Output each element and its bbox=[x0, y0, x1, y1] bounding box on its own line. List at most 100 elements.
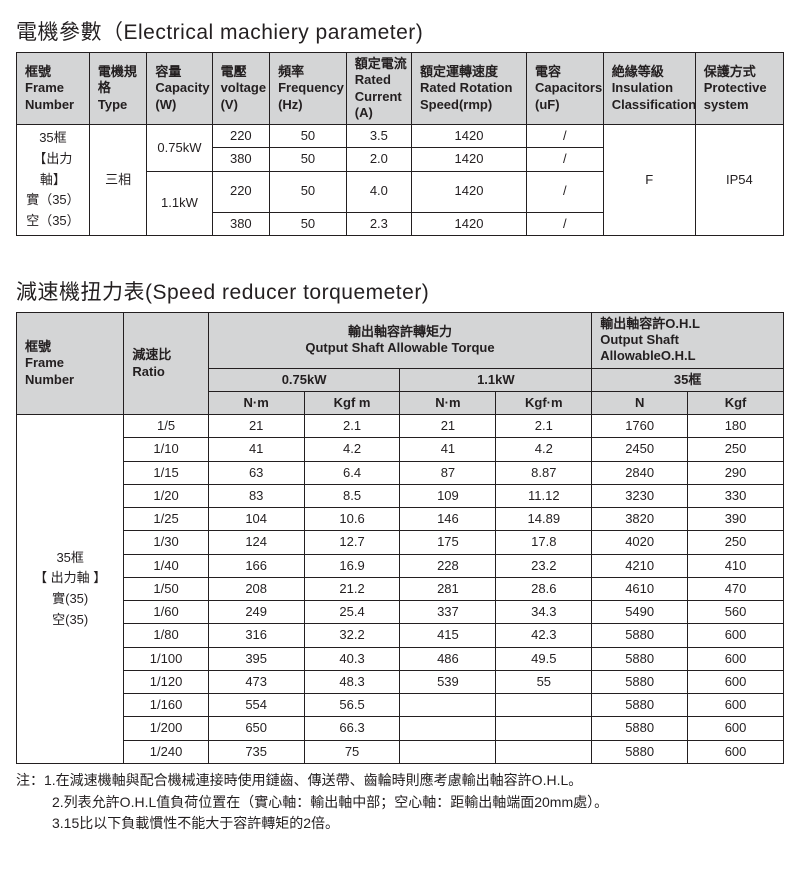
t2-cell: 109 bbox=[400, 484, 496, 507]
t2-cell: 3230 bbox=[592, 484, 688, 507]
t1-c: 3.5 bbox=[346, 125, 411, 148]
t2-h-ohl: 輸出軸容許O.H.LOutput ShaftAllowableO.H.L bbox=[592, 312, 784, 368]
t2-cell: 41 bbox=[208, 438, 304, 461]
t2-cell: 208 bbox=[208, 577, 304, 600]
t1-h-capacity: 容量Capacity(W) bbox=[147, 53, 212, 125]
t2-cell: 83 bbox=[208, 484, 304, 507]
t2-cell: 650 bbox=[208, 717, 304, 740]
t1-c: / bbox=[527, 212, 604, 235]
t1-type: 三相 bbox=[89, 125, 147, 236]
t1-c: 1420 bbox=[411, 125, 526, 148]
t2-cell bbox=[400, 717, 496, 740]
t2-frame: 35框【 出力軸 】實(35)空(35) bbox=[17, 415, 124, 764]
t1-c: 1420 bbox=[411, 171, 526, 212]
t2-cell: 87 bbox=[400, 461, 496, 484]
t1-cap0: 0.75kW bbox=[147, 125, 212, 172]
t2-cell: 1/50 bbox=[124, 577, 208, 600]
t2-cell: 66.3 bbox=[304, 717, 400, 740]
t2-u: Kgf m bbox=[304, 391, 400, 414]
t2-cell: 415 bbox=[400, 624, 496, 647]
t2-cell: 124 bbox=[208, 531, 304, 554]
t2-cell: 410 bbox=[688, 554, 784, 577]
t2-h-35: 35框 bbox=[592, 368, 784, 391]
t2-cell: 1/10 bbox=[124, 438, 208, 461]
t2-cell: 539 bbox=[400, 670, 496, 693]
t2-cell bbox=[400, 694, 496, 717]
t1-c: 1420 bbox=[411, 148, 526, 171]
t2-cell: 40.3 bbox=[304, 647, 400, 670]
t2-cell: 104 bbox=[208, 508, 304, 531]
t2-cell: 42.3 bbox=[496, 624, 592, 647]
notes: 注：1.在減速機軸與配合機械連接時使用鏈齒、傳送帶、齒輪時則應考慮輸出軸容許O.… bbox=[16, 770, 784, 835]
t2-cell: 32.2 bbox=[304, 624, 400, 647]
t2-cell: 337 bbox=[400, 601, 496, 624]
t2-cell: 600 bbox=[688, 694, 784, 717]
t1-c: 2.3 bbox=[346, 212, 411, 235]
t2-cell: 390 bbox=[688, 508, 784, 531]
t2-cell bbox=[400, 740, 496, 763]
t2-cell: 600 bbox=[688, 624, 784, 647]
t2-cell: 1760 bbox=[592, 415, 688, 438]
t2-cell: 1/30 bbox=[124, 531, 208, 554]
t1-c: 380 bbox=[212, 148, 270, 171]
table2-title: 減速機扭力表(Speed reducer torquemeter) bbox=[16, 276, 784, 306]
t1-c: 50 bbox=[270, 125, 347, 148]
t2-cell: 34.3 bbox=[496, 601, 592, 624]
t2-cell: 49.5 bbox=[496, 647, 592, 670]
t1-c: 220 bbox=[212, 125, 270, 148]
t2-cell: 5880 bbox=[592, 694, 688, 717]
t2-h-075: 0.75kW bbox=[208, 368, 400, 391]
t2-cell: 2.1 bbox=[496, 415, 592, 438]
t2-cell: 1/60 bbox=[124, 601, 208, 624]
t2-cell: 175 bbox=[400, 531, 496, 554]
t2-cell: 316 bbox=[208, 624, 304, 647]
t2-cell bbox=[496, 717, 592, 740]
t1-c: / bbox=[527, 125, 604, 148]
t2-cell: 228 bbox=[400, 554, 496, 577]
t1-c: 2.0 bbox=[346, 148, 411, 171]
t2-cell: 16.9 bbox=[304, 554, 400, 577]
t2-cell bbox=[496, 694, 592, 717]
t1-cap1: 1.1kW bbox=[147, 171, 212, 235]
t2-cell: 1/20 bbox=[124, 484, 208, 507]
t1-c: 50 bbox=[270, 148, 347, 171]
t2-cell: 21.2 bbox=[304, 577, 400, 600]
t2-cell: 4210 bbox=[592, 554, 688, 577]
t2-cell: 1/25 bbox=[124, 508, 208, 531]
note-1: 1.在減速機軸與配合機械連接時使用鏈齒、傳送帶、齒輪時則應考慮輸出軸容許O.H.… bbox=[44, 772, 582, 788]
t2-cell: 8.87 bbox=[496, 461, 592, 484]
t2-cell: 1/240 bbox=[124, 740, 208, 763]
t2-cell: 1/120 bbox=[124, 670, 208, 693]
t2-cell: 14.89 bbox=[496, 508, 592, 531]
t1-ins: F bbox=[603, 125, 695, 236]
t2-cell: 4610 bbox=[592, 577, 688, 600]
t1-c: 50 bbox=[270, 212, 347, 235]
t2-cell: 55 bbox=[496, 670, 592, 693]
t1-h-frame: 框號FrameNumber bbox=[17, 53, 90, 125]
t2-cell: 250 bbox=[688, 531, 784, 554]
t2-cell: 2450 bbox=[592, 438, 688, 461]
t2-cell: 4020 bbox=[592, 531, 688, 554]
t2-cell: 1/160 bbox=[124, 694, 208, 717]
t2-cell: 25.4 bbox=[304, 601, 400, 624]
t1-h-voltage: 電壓voltage(V) bbox=[212, 53, 270, 125]
t2-cell: 560 bbox=[688, 601, 784, 624]
t2-cell: 290 bbox=[688, 461, 784, 484]
t2-cell: 4.2 bbox=[304, 438, 400, 461]
t2-cell: 330 bbox=[688, 484, 784, 507]
t1-c: 380 bbox=[212, 212, 270, 235]
t2-cell: 5880 bbox=[592, 717, 688, 740]
t2-cell: 2840 bbox=[592, 461, 688, 484]
t2-cell: 4.2 bbox=[496, 438, 592, 461]
t1-h-type: 電機規格Type bbox=[89, 53, 147, 125]
t2-cell: 486 bbox=[400, 647, 496, 670]
note-3: 3.15比以下負載慣性不能大于容許轉矩的2倍。 bbox=[16, 813, 784, 835]
t2-cell: 600 bbox=[688, 740, 784, 763]
t1-c: 4.0 bbox=[346, 171, 411, 212]
t2-cell: 554 bbox=[208, 694, 304, 717]
torque-table: 框號FrameNumber 減速比Ratio 輸出軸容許轉矩力Qutput Sh… bbox=[16, 312, 784, 764]
t2-cell: 5880 bbox=[592, 624, 688, 647]
t1-h-freq: 頻率Frequency(Hz) bbox=[270, 53, 347, 125]
t1-h-ins: 絶緣等級InsulationClassification bbox=[603, 53, 695, 125]
t2-cell: 1/200 bbox=[124, 717, 208, 740]
